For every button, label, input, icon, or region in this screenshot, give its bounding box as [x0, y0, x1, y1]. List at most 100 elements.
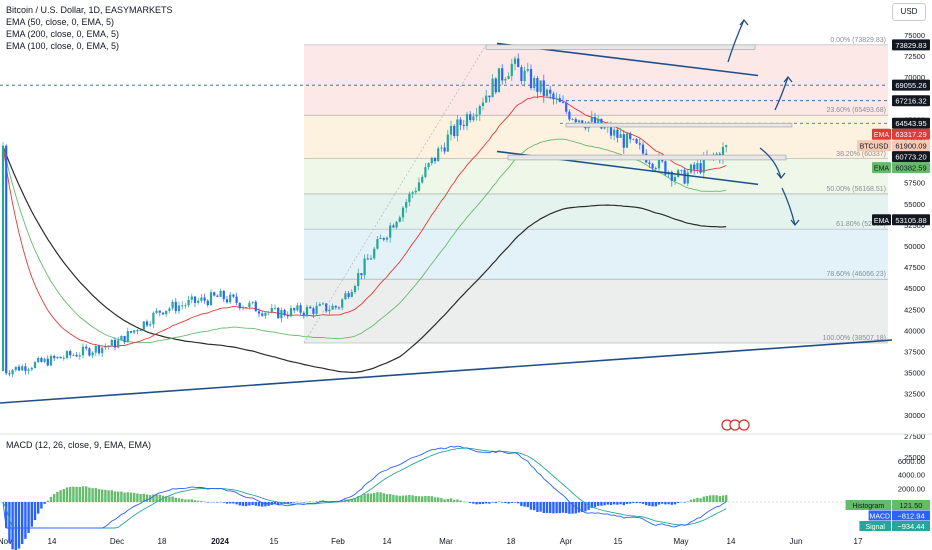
- macd-histogram-bar: [670, 502, 673, 505]
- candle-body: [264, 312, 267, 316]
- candle-body: [693, 164, 696, 170]
- currency-button[interactable]: USD: [892, 3, 926, 21]
- macd-histogram-bar: [488, 502, 491, 504]
- macd-histogram-bar: [219, 501, 222, 503]
- arrow-head: [783, 75, 793, 83]
- x-tick-label: 14: [383, 537, 392, 546]
- candle-body: [593, 117, 597, 126]
- macd-histogram-bar: [296, 501, 299, 503]
- macd-histogram-bar: [533, 502, 536, 511]
- macd-histogram-bar: [174, 497, 177, 502]
- price-tag-label: [857, 140, 891, 152]
- candle-body: [56, 356, 59, 359]
- candle-body: [120, 335, 123, 341]
- macd-histogram-bar: [222, 502, 225, 503]
- macd-histogram-bar: [565, 502, 568, 514]
- macd-histogram-bar: [366, 493, 369, 502]
- candle-body: [81, 346, 85, 356]
- macd-histogram-bar: [517, 502, 520, 504]
- candle-body: [366, 258, 369, 260]
- x-tick-label: Dec: [110, 537, 124, 546]
- macd-histogram-bar: [680, 501, 683, 503]
- macd-histogram-bar: [577, 502, 581, 513]
- candle-body: [88, 348, 91, 356]
- candle-body: [581, 120, 584, 126]
- price-label-box: [892, 95, 930, 107]
- symbol-title: Bitcoin / U.S. Dollar, 1D, EASYMARKETS: [6, 5, 173, 15]
- candle-body: [241, 307, 245, 309]
- candle-body: [417, 182, 421, 191]
- candle-body: [337, 307, 341, 309]
- indicator-ema-50[interactable]: EMA (50, close, 0, EMA, 5): [6, 17, 115, 27]
- macd-histogram-bar: [309, 501, 312, 502]
- candle-body: [136, 330, 139, 332]
- macd-histogram-bar: [689, 499, 693, 502]
- macd-tick-label: 4000.00: [898, 471, 925, 480]
- macd-histogram-bar: [472, 502, 475, 504]
- indicator-ema-100[interactable]: EMA (100, close, 0, EMA, 5): [6, 41, 120, 51]
- macd-histogram-bar: [600, 502, 603, 506]
- candle-body: [129, 331, 133, 333]
- candle-body: [616, 129, 619, 138]
- candle-body: [481, 102, 485, 107]
- macd-histogram-bar: [232, 502, 235, 504]
- macd-histogram-bar: [136, 493, 139, 502]
- macd-histogram-bar: [526, 502, 529, 508]
- macd-histogram-bar: [369, 493, 373, 502]
- macd-histogram-bar: [673, 502, 677, 505]
- macd-histogram-bar: [30, 502, 33, 527]
- ema-200-line: [2, 146, 727, 374]
- candle-body: [539, 80, 542, 92]
- macd-histogram-bar: [494, 502, 497, 504]
- macd-histogram-bar: [571, 502, 574, 514]
- candle-body: [181, 305, 184, 307]
- macd-histogram-bar: [261, 502, 264, 507]
- macd-histogram-bar: [389, 494, 392, 502]
- price-label-text: 60773.20: [895, 153, 926, 162]
- candle-body: [107, 345, 110, 347]
- candle-body: [475, 114, 478, 117]
- macd-histogram-bar: [696, 497, 699, 502]
- candle-body: [622, 134, 625, 148]
- x-tick-label: 18: [158, 537, 167, 546]
- candle-body: [325, 303, 328, 312]
- candle-body: [555, 98, 558, 100]
- candle-body: [385, 237, 389, 240]
- candle-body: [149, 324, 152, 326]
- macd-histogram-bar: [424, 496, 427, 502]
- macd-histogram-bar: [155, 494, 158, 502]
- candle-body: [203, 297, 206, 301]
- macd-histogram-bar: [606, 502, 609, 505]
- candle-body: [350, 292, 353, 297]
- macd-histogram-bar: [248, 502, 251, 506]
- macd-value-text: −934.44: [897, 522, 924, 531]
- price-label-box: [892, 79, 930, 91]
- candle-body: [334, 305, 337, 308]
- candle-body: [232, 294, 235, 297]
- macd-histogram-bar: [686, 501, 689, 503]
- candle-body: [110, 339, 113, 346]
- candle-body: [174, 301, 177, 312]
- price-label-text: 64543.95: [895, 119, 926, 128]
- macd-histogram-bar: [417, 496, 421, 502]
- candle-body: [504, 79, 507, 81]
- macd-histogram-bar: [395, 495, 398, 502]
- candle-body: [571, 119, 574, 120]
- candle-body: [328, 309, 331, 312]
- candle-body: [145, 321, 149, 326]
- macd-histogram-bar: [24, 502, 27, 539]
- macd-histogram-bar: [645, 502, 648, 506]
- candle-body: [347, 293, 350, 297]
- macd-histogram-bar: [363, 493, 366, 502]
- price-label-box: [892, 162, 930, 174]
- macd-legend[interactable]: MACD (12, 26, close, 9, EMA, EMA): [6, 440, 152, 450]
- macd-histogram-bar: [21, 502, 24, 544]
- candle-body: [510, 63, 513, 76]
- indicator-ema-200[interactable]: EMA (200, close, 0, EMA, 5): [6, 29, 120, 39]
- price-tick-label: 37500: [904, 348, 925, 357]
- candle-body: [664, 161, 667, 175]
- candle-body: [632, 138, 635, 140]
- fib-label: 0.00% (73829.83): [830, 37, 886, 44]
- candle-body: [75, 354, 78, 357]
